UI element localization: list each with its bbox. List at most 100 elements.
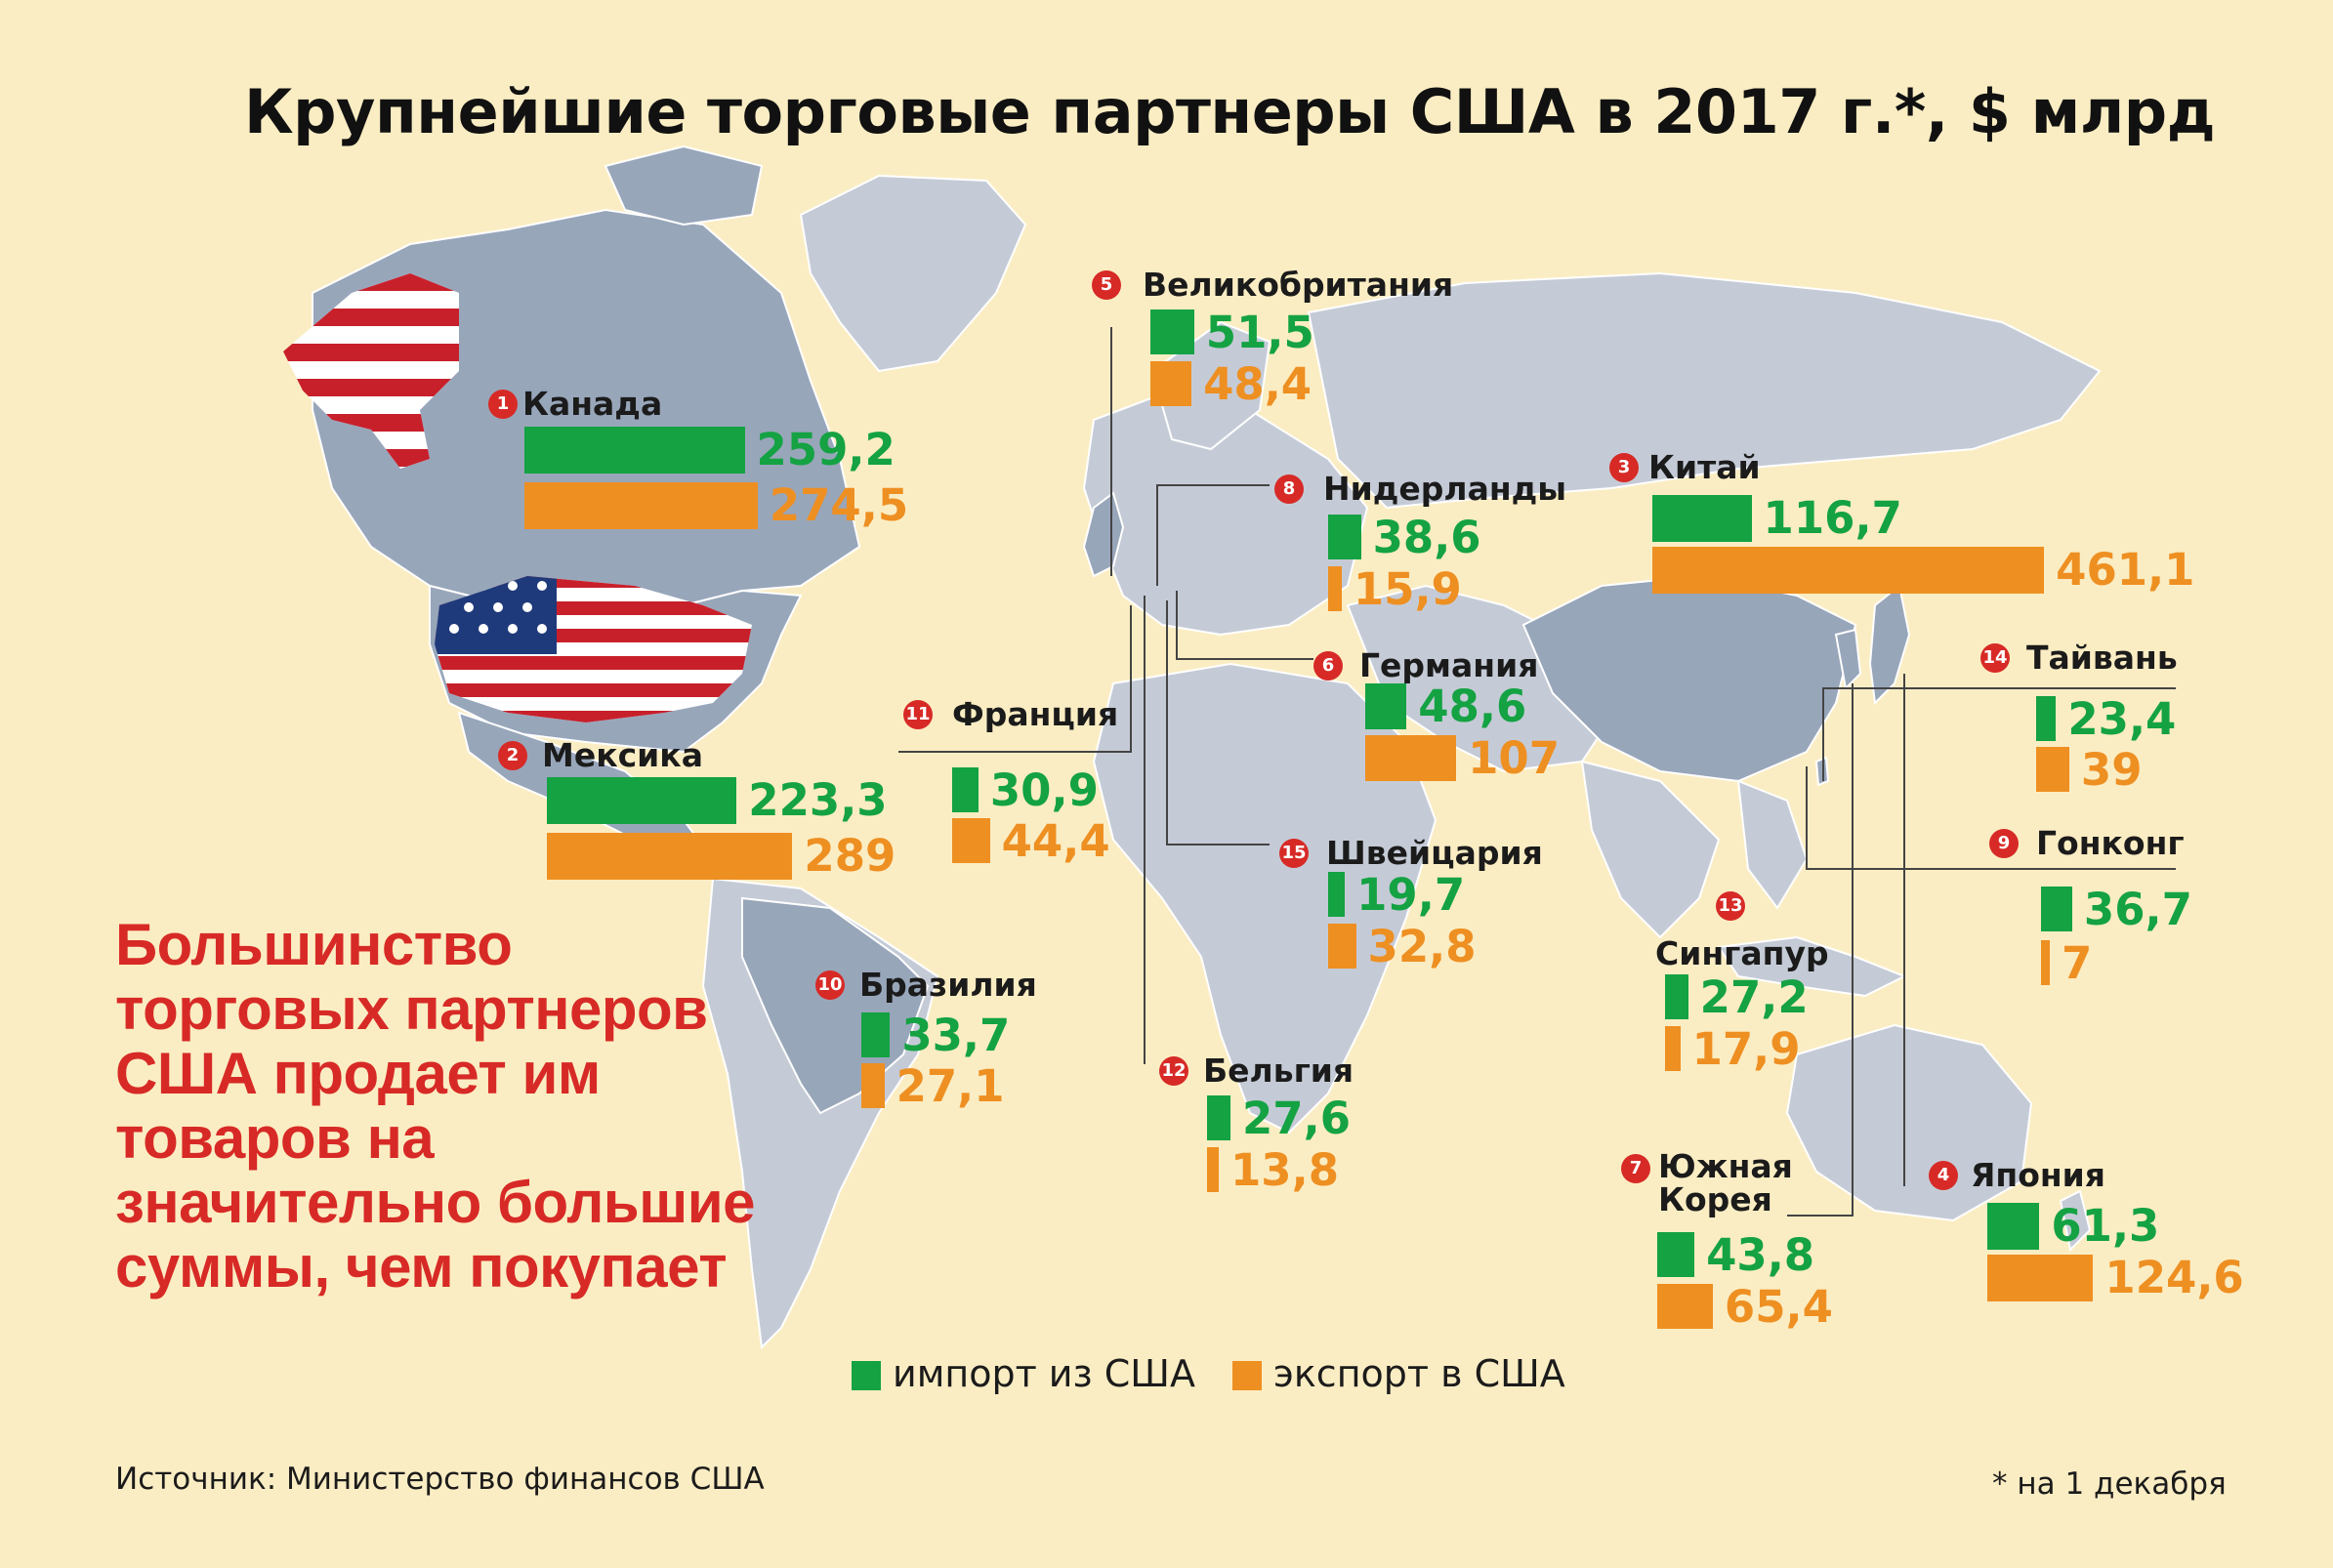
country-name: Бразилия — [859, 966, 1037, 1004]
rank-badge: 14 — [1980, 643, 2010, 673]
leader-line-hongkong — [1806, 766, 2176, 870]
import-bar — [1328, 515, 1361, 559]
export-bar — [1150, 361, 1192, 406]
land-brazil — [741, 896, 930, 1115]
rank-badge: 4 — [1929, 1161, 1958, 1190]
import-value: 36,7 — [2083, 884, 2192, 935]
country-name: Китай — [1648, 448, 1761, 486]
country-name: Гонконг — [2036, 824, 2185, 862]
country-name: Южная Корея — [1658, 1147, 1793, 1218]
import-value: 27,6 — [1242, 1093, 1352, 1144]
country-name: Сингапур — [1655, 934, 1829, 972]
rank-badge: 10 — [815, 970, 845, 1000]
rank-badge: 12 — [1159, 1056, 1188, 1086]
import-bar — [952, 767, 979, 812]
legend-swatch-import — [852, 1361, 881, 1390]
leader-line-netherlands — [1156, 484, 1270, 586]
import-value: 51,5 — [1205, 307, 1314, 358]
export-value: 461,1 — [2056, 544, 2195, 596]
leader-line-korea — [1787, 683, 1854, 1217]
export-bar — [1657, 1284, 1713, 1329]
legend-swatch-export — [1232, 1361, 1262, 1390]
rank-badge: 15 — [1279, 839, 1309, 868]
export-bar — [1207, 1147, 1219, 1192]
import-bar — [1365, 683, 1407, 729]
export-bar — [1665, 1026, 1681, 1071]
import-value: 19,7 — [1356, 869, 1466, 921]
import-bar — [2036, 696, 2057, 741]
export-bar — [547, 833, 793, 880]
export-value: 17,9 — [1691, 1023, 1801, 1075]
export-bar — [2041, 940, 2050, 985]
import-bar — [524, 427, 745, 474]
import-bar — [1657, 1232, 1695, 1277]
import-bar — [1987, 1203, 2040, 1250]
export-value: 124,6 — [2104, 1252, 2244, 1303]
country-name: Великобритания — [1143, 266, 1454, 304]
import-bar — [547, 777, 737, 824]
export-bar — [2036, 747, 2069, 792]
land-se-asia — [1736, 779, 1809, 910]
rank-badge: 11 — [903, 700, 933, 729]
country-name: Швейцария — [1326, 834, 1543, 872]
page-title: Крупнейшие торговые партнеры США в 2017 … — [244, 76, 2216, 147]
rank-badge: 6 — [1313, 651, 1343, 681]
land-south-asia — [1580, 760, 1721, 939]
import-value: 33,7 — [901, 1010, 1011, 1061]
land-new-zealand — [2059, 1189, 2092, 1253]
import-bar — [1207, 1095, 1230, 1140]
rank-badge: 13 — [1716, 891, 1745, 921]
import-bar — [1328, 872, 1346, 917]
import-bar — [861, 1012, 891, 1057]
source-note: Источник: Министерство финансов США — [115, 1462, 765, 1497]
import-value: 116,7 — [1763, 492, 1902, 544]
export-bar — [1328, 566, 1342, 611]
leader-line-germany — [1176, 591, 1313, 660]
export-value: 15,9 — [1353, 563, 1462, 615]
export-value: 274,5 — [769, 479, 909, 531]
export-value: 48,4 — [1203, 358, 1312, 410]
export-value: 27,1 — [896, 1060, 1005, 1112]
export-value: 107 — [1468, 732, 1561, 784]
export-bar — [952, 818, 990, 863]
import-bar — [1665, 974, 1688, 1019]
rank-badge: 9 — [1989, 829, 2019, 858]
export-bar — [861, 1063, 885, 1108]
import-value: 259,2 — [756, 424, 896, 475]
export-value: 289 — [804, 830, 896, 882]
land-russia — [1307, 271, 2102, 510]
export-value: 32,8 — [1367, 921, 1477, 972]
country-name: Нидерланды — [1323, 470, 1567, 508]
land-korea — [1834, 628, 1862, 691]
export-bar — [1328, 924, 1356, 969]
rank-badge: 2 — [498, 741, 527, 770]
rank-badge: 1 — [488, 390, 518, 419]
rank-badge: 8 — [1274, 475, 1304, 504]
export-value: 44,4 — [1001, 815, 1110, 867]
import-bar — [1652, 495, 1752, 542]
land-indonesia — [1717, 935, 1907, 998]
country-name: Япония — [1971, 1156, 2105, 1194]
leader-lines — [898, 327, 2176, 1217]
import-bar — [1150, 309, 1194, 354]
export-value: 39 — [2080, 744, 2143, 796]
export-bar — [1652, 547, 2045, 594]
land-greenland — [799, 174, 1027, 373]
country-name: Тайвань — [2026, 639, 2178, 677]
import-value: 27,2 — [1699, 971, 1809, 1023]
footnote: * на 1 декабря — [1992, 1466, 2227, 1502]
export-bar — [524, 482, 758, 529]
export-value: 7 — [2062, 937, 2093, 989]
leader-line-switzerland — [1166, 600, 1270, 846]
import-value: 38,6 — [1372, 512, 1481, 563]
land-uk — [1082, 491, 1125, 578]
import-value: 30,9 — [989, 764, 1099, 816]
land-arctic-islands — [604, 144, 764, 227]
import-value: 61,3 — [2051, 1200, 2160, 1252]
export-bar — [1365, 735, 1457, 781]
flag-usa-icon — [435, 576, 752, 722]
land-australia — [1785, 1023, 2033, 1222]
rank-badge: 3 — [1609, 453, 1639, 482]
